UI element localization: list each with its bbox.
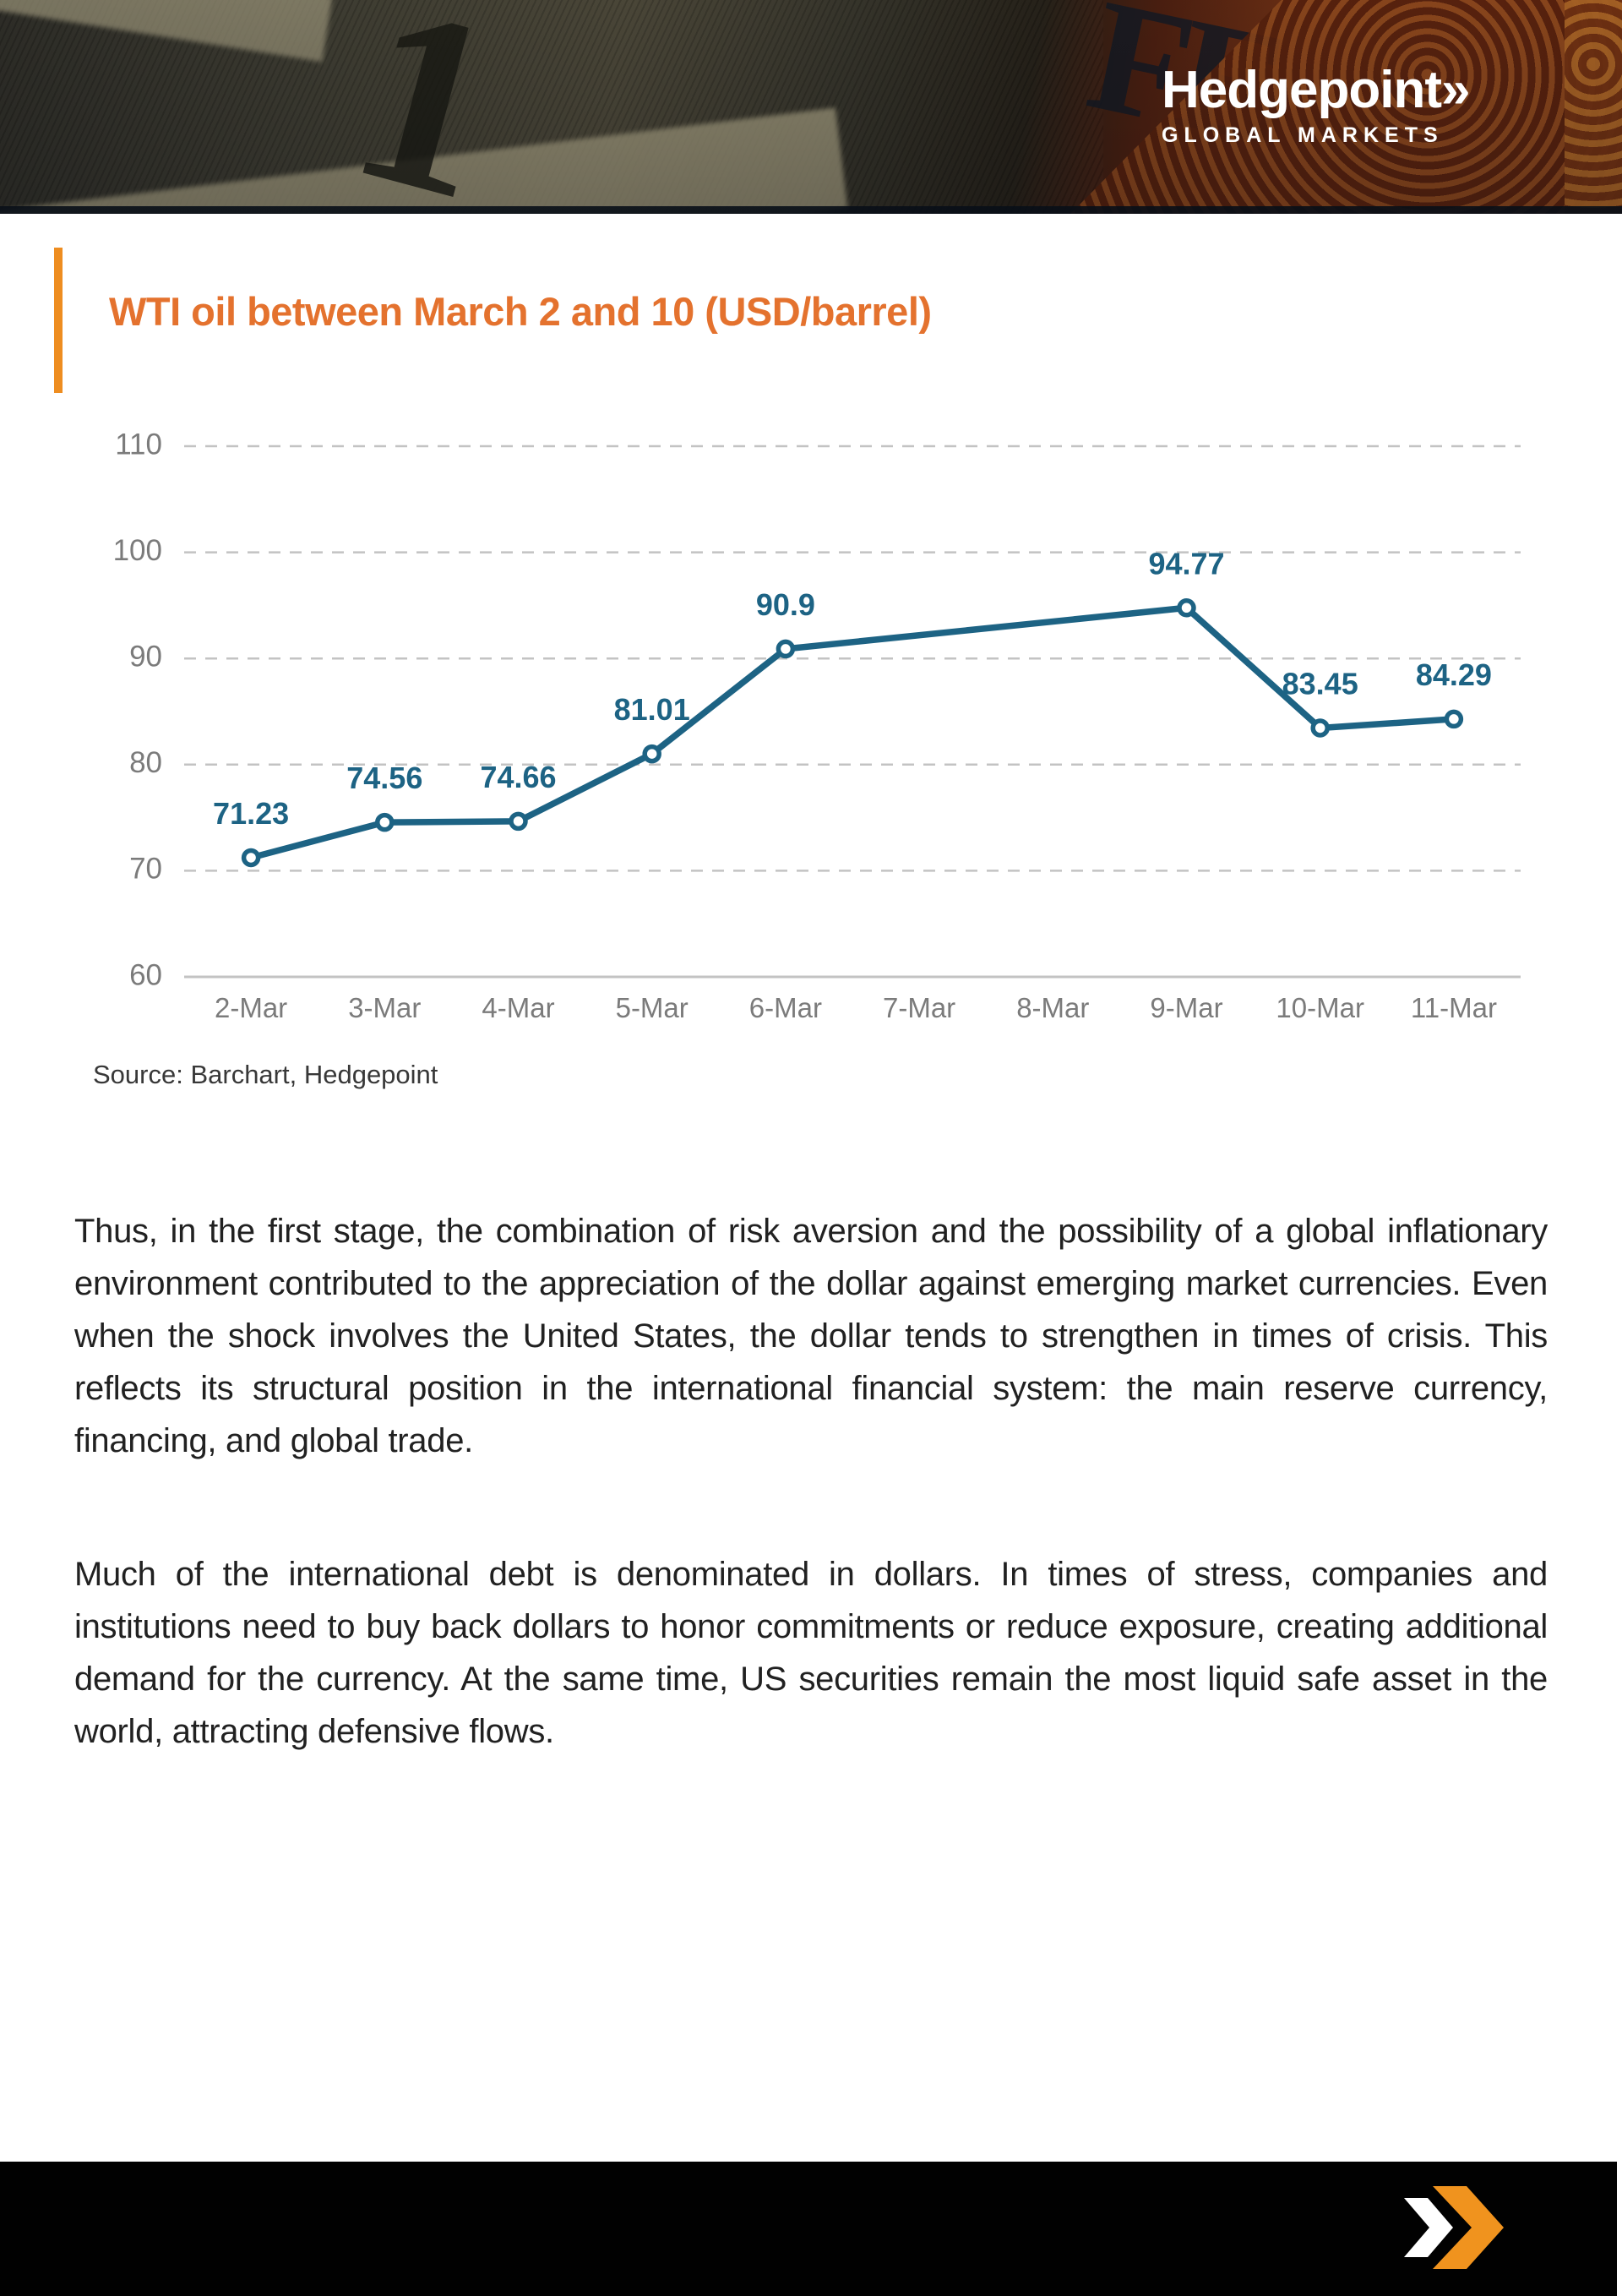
- header-photo: 1 FE Hedgepoint» GLOBAL MARKETS: [0, 0, 1622, 214]
- source-note: Source: Barchart, Hedgepoint: [93, 1060, 438, 1089]
- svg-text:6-Mar: 6-Mar: [749, 992, 822, 1023]
- logo-chevrons-icon: »: [1440, 61, 1470, 119]
- body-paragraph-1: Thus, in the first stage, the combinatio…: [74, 1213, 1548, 1459]
- svg-text:60: 60: [129, 958, 162, 991]
- svg-text:5-Mar: 5-Mar: [616, 992, 689, 1023]
- svg-text:84.29: 84.29: [1416, 657, 1492, 692]
- logo-subtitle: GLOBAL MARKETS: [1162, 123, 1444, 147]
- title-accent-bar: [54, 248, 63, 393]
- svg-text:3-Mar: 3-Mar: [348, 992, 421, 1023]
- hedgepoint-logo: Hedgepoint» GLOBAL MARKETS: [1162, 61, 1470, 147]
- svg-text:4-Mar: 4-Mar: [482, 992, 554, 1023]
- svg-text:80: 80: [129, 746, 162, 779]
- svg-text:8-Mar: 8-Mar: [1016, 992, 1089, 1023]
- photo-dark-overlay: [0, 0, 1622, 214]
- svg-text:74.56: 74.56: [346, 761, 422, 795]
- svg-text:2-Mar: 2-Mar: [215, 992, 287, 1023]
- page-title: WTI oil between March 2 and 10 (USD/barr…: [109, 289, 932, 335]
- svg-text:71.23: 71.23: [213, 796, 289, 831]
- svg-text:83.45: 83.45: [1282, 666, 1358, 701]
- svg-text:9-Mar: 9-Mar: [1150, 992, 1222, 1023]
- footer-chevrons-icon: [1404, 2186, 1504, 2269]
- footer-bar: [0, 2162, 1617, 2296]
- svg-text:110: 110: [115, 428, 162, 461]
- logo-text: Hedgepoint: [1162, 61, 1442, 119]
- svg-text:11-Mar: 11-Mar: [1411, 992, 1497, 1023]
- svg-text:74.66: 74.66: [480, 760, 556, 794]
- logo-wordmark: Hedgepoint»: [1162, 61, 1470, 119]
- svg-text:10-Mar: 10-Mar: [1276, 992, 1364, 1023]
- svg-text:7-Mar: 7-Mar: [883, 992, 955, 1023]
- body-paragraph-2: Much of the international debt is denomi…: [74, 1556, 1548, 1750]
- svg-text:94.77: 94.77: [1148, 546, 1224, 581]
- svg-text:81.01: 81.01: [614, 692, 690, 727]
- svg-text:90: 90: [129, 640, 162, 673]
- svg-text:100: 100: [113, 534, 162, 567]
- wti-line-chart: 60 70 80 90 100 110 2-Mar 3-Mar 4-Mar 5-Mar 6-Mar 7…: [113, 428, 1521, 1023]
- svg-text:90.9: 90.9: [756, 587, 815, 622]
- svg-text:70: 70: [129, 853, 162, 886]
